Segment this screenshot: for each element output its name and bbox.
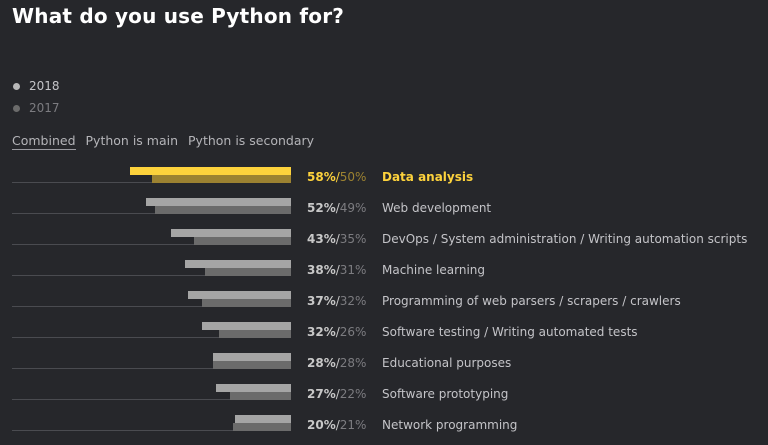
bar-2017[interactable] bbox=[202, 299, 291, 307]
legend-item-2018[interactable]: 2018 bbox=[12, 75, 60, 97]
chart-row[interactable]: 27%/22% Software prototyping bbox=[0, 383, 768, 414]
row-baseline bbox=[12, 213, 291, 214]
bar-2018[interactable] bbox=[171, 229, 291, 237]
category-label: DevOps / System administration / Writing… bbox=[382, 232, 748, 246]
value-2018: 20% bbox=[307, 418, 336, 432]
value-separator: / bbox=[335, 201, 340, 215]
chart-row[interactable]: 32%/26% Software testing / Writing automa… bbox=[0, 321, 768, 352]
value-label: 28%/28% bbox=[307, 356, 366, 370]
category-label: Machine learning bbox=[382, 263, 486, 277]
value-label: 37%/32% bbox=[307, 294, 366, 308]
legend: 2018 2017 bbox=[12, 75, 60, 119]
value-2017: 31% bbox=[339, 263, 367, 277]
value-label: 58%/50% bbox=[307, 170, 366, 184]
bar-2018[interactable] bbox=[129, 167, 291, 175]
category-label: Data analysis bbox=[382, 170, 474, 184]
bar-2017[interactable] bbox=[193, 237, 291, 245]
bar-2017[interactable] bbox=[218, 330, 291, 338]
chart-row[interactable]: 28%/28% Educational purposes bbox=[0, 352, 768, 383]
bar-2017[interactable] bbox=[232, 423, 291, 431]
bar-2018[interactable] bbox=[146, 198, 291, 206]
value-2018: 27% bbox=[307, 387, 336, 401]
value-separator: / bbox=[335, 170, 340, 184]
chart-row[interactable]: 43%/35% DevOps / System administration / … bbox=[0, 228, 768, 259]
value-label: 20%/21% bbox=[307, 418, 366, 432]
bar-2018[interactable] bbox=[185, 260, 291, 268]
chart-title: What do you use Python for? bbox=[12, 4, 345, 28]
value-separator: / bbox=[335, 387, 340, 401]
chart-row[interactable]: 37%/32% Programming of web parsers / scra… bbox=[0, 290, 768, 321]
value-2018: 28% bbox=[307, 356, 336, 370]
category-label: Programming of web parsers / scrapers / … bbox=[382, 294, 681, 308]
row-baseline bbox=[12, 399, 291, 400]
row-baseline bbox=[12, 306, 291, 307]
value-2017: 21% bbox=[339, 418, 367, 432]
bar-2017[interactable] bbox=[152, 175, 291, 183]
value-label: 43%/35% bbox=[307, 232, 366, 246]
bar-2017[interactable] bbox=[204, 268, 291, 276]
value-separator: / bbox=[335, 356, 340, 370]
value-2018: 43% bbox=[307, 232, 336, 246]
value-2018: 52% bbox=[307, 201, 336, 215]
bar-2018[interactable] bbox=[213, 353, 291, 361]
bar-2017[interactable] bbox=[154, 206, 291, 214]
bar-2018[interactable] bbox=[215, 384, 291, 392]
row-baseline bbox=[12, 337, 291, 338]
value-2018: 38% bbox=[307, 263, 336, 277]
tab-combined[interactable]: Combined bbox=[12, 133, 76, 150]
bar-2017[interactable] bbox=[229, 392, 291, 400]
chart-row[interactable]: 38%/31% Machine learning bbox=[0, 259, 768, 290]
row-baseline bbox=[12, 182, 291, 183]
chart-row[interactable]: 20%/21% Network programming bbox=[0, 414, 768, 445]
bar-2018[interactable] bbox=[202, 322, 291, 330]
legend-label: 2017 bbox=[29, 101, 60, 115]
filter-tabs: Combined Python is main Python is second… bbox=[12, 133, 314, 150]
value-2017: 26% bbox=[339, 325, 367, 339]
legend-dot-icon bbox=[13, 82, 20, 90]
category-label: Network programming bbox=[382, 418, 518, 432]
value-label: 27%/22% bbox=[307, 387, 366, 401]
chart-row[interactable]: 52%/49% Web development bbox=[0, 197, 768, 228]
value-2017: 22% bbox=[339, 387, 367, 401]
value-2018: 32% bbox=[307, 325, 336, 339]
value-2017: 49% bbox=[339, 201, 367, 215]
category-label: Educational purposes bbox=[382, 356, 512, 370]
tab-python-is-secondary[interactable]: Python is secondary bbox=[188, 133, 315, 148]
value-separator: / bbox=[335, 263, 340, 277]
value-label: 52%/49% bbox=[307, 201, 366, 215]
value-separator: / bbox=[335, 232, 340, 246]
category-label: Web development bbox=[382, 201, 492, 215]
value-2017: 28% bbox=[339, 356, 367, 370]
row-baseline bbox=[12, 244, 291, 245]
value-label: 38%/31% bbox=[307, 263, 366, 277]
value-label: 32%/26% bbox=[307, 325, 366, 339]
row-baseline bbox=[12, 430, 291, 431]
legend-item-2017[interactable]: 2017 bbox=[12, 97, 60, 119]
bar-2018[interactable] bbox=[235, 415, 291, 423]
value-2017: 50% bbox=[339, 170, 367, 184]
category-label: Software testing / Writing automated tes… bbox=[382, 325, 638, 339]
value-separator: / bbox=[335, 418, 340, 432]
bar-2018[interactable] bbox=[188, 291, 291, 299]
value-2018: 58% bbox=[307, 170, 336, 184]
value-2017: 32% bbox=[339, 294, 367, 308]
legend-dot-icon bbox=[13, 104, 20, 112]
value-separator: / bbox=[335, 325, 340, 339]
tab-python-is-main[interactable]: Python is main bbox=[85, 133, 179, 148]
value-2017: 35% bbox=[339, 232, 367, 246]
value-2018: 37% bbox=[307, 294, 336, 308]
legend-label: 2018 bbox=[29, 79, 60, 93]
value-separator: / bbox=[335, 294, 340, 308]
row-baseline bbox=[12, 368, 291, 369]
row-baseline bbox=[12, 275, 291, 276]
chart-row[interactable]: 58%/50% Data analysis bbox=[0, 166, 768, 197]
bar-chart: 58%/50% Data analysis 52%/49% Web developme… bbox=[0, 166, 768, 445]
bar-2017[interactable] bbox=[213, 361, 291, 369]
category-label: Software prototyping bbox=[382, 387, 509, 401]
